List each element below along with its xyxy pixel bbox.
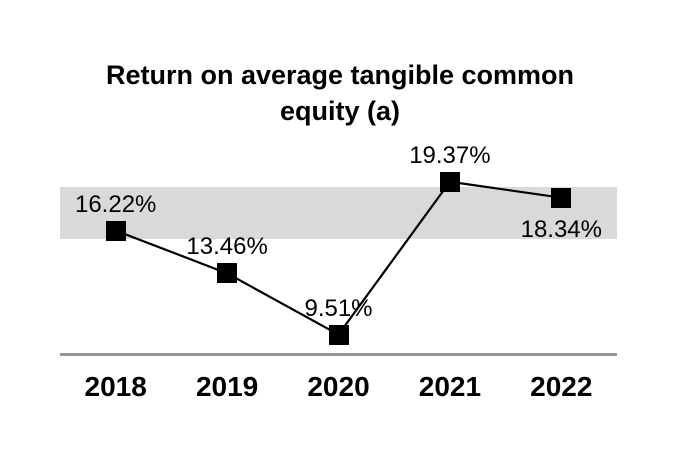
chart-title: Return on average tangible common equity… bbox=[105, 60, 575, 126]
x-tick-label-2018: 2018 bbox=[84, 371, 147, 402]
data-label-2020: 9.51% bbox=[304, 294, 373, 322]
data-point-2021 bbox=[439, 171, 460, 192]
x-tick-label-2022: 2022 bbox=[530, 371, 593, 402]
data-label-2022: 18.34% bbox=[520, 215, 602, 243]
data-label-2018: 16.22% bbox=[74, 190, 157, 218]
x-tick-label-2019: 2019 bbox=[195, 371, 259, 402]
highlight-band bbox=[60, 187, 617, 239]
data-label-2019: 13.46% bbox=[186, 233, 268, 261]
x-axis-line bbox=[60, 353, 617, 356]
data-point-2018 bbox=[105, 220, 126, 241]
data-point-2019 bbox=[217, 263, 238, 284]
x-tick-label-2020: 2020 bbox=[307, 371, 370, 402]
data-point-2020 bbox=[328, 324, 349, 345]
data-label-2021: 19.37% bbox=[409, 141, 491, 169]
x-tick-label-2021: 2021 bbox=[418, 371, 482, 402]
data-point-2022 bbox=[551, 187, 572, 208]
